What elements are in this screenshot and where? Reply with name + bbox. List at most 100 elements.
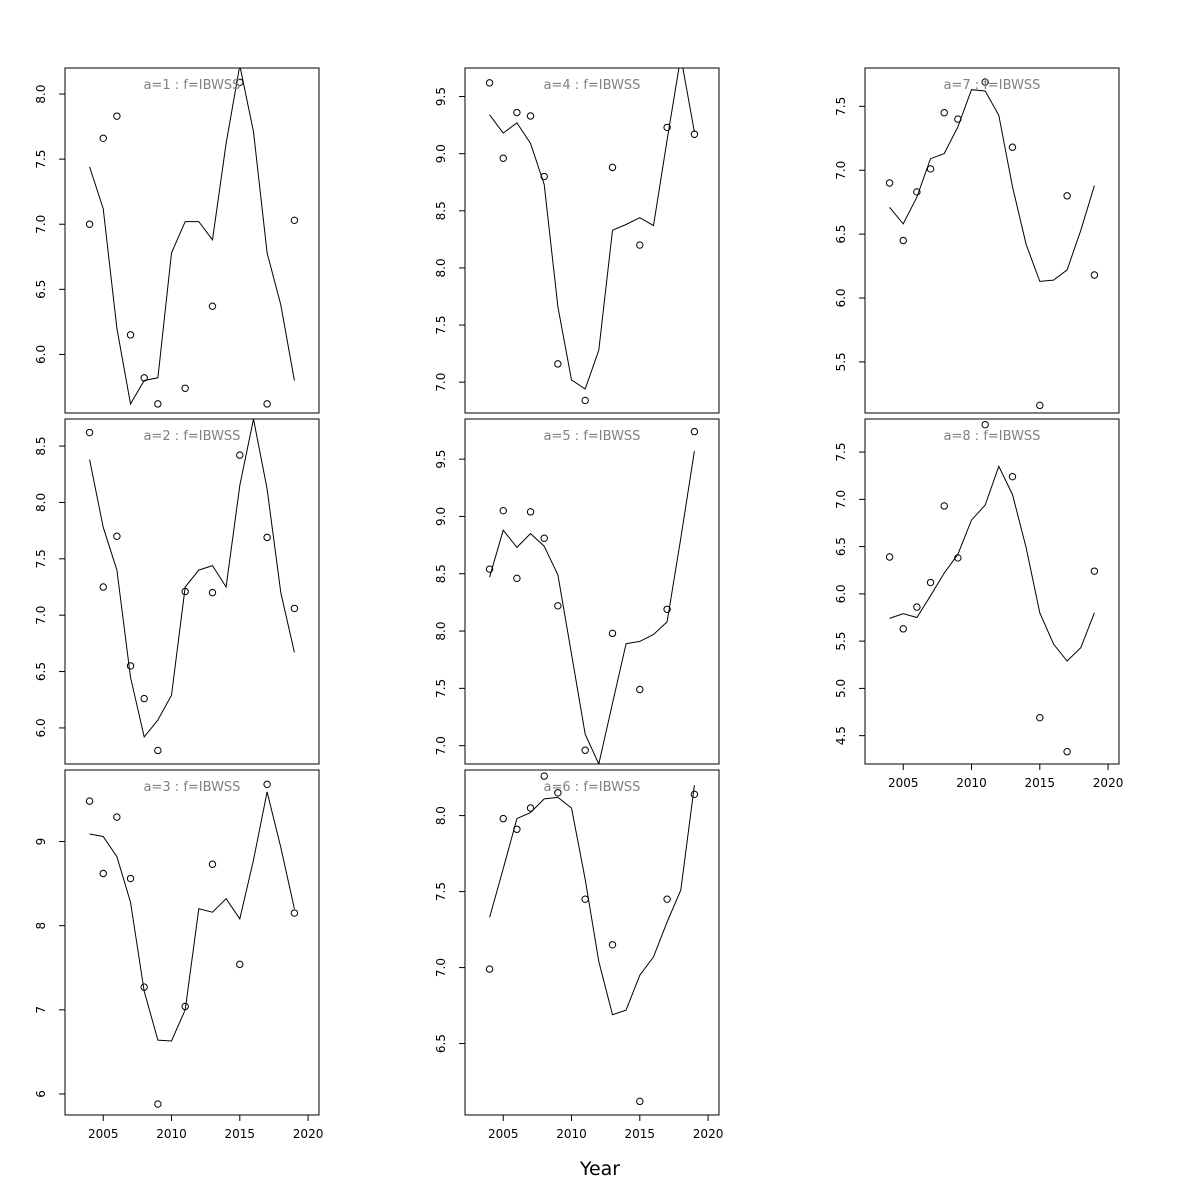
y-tick-label: 9	[34, 838, 48, 846]
observed-point	[899, 625, 907, 633]
observed-point	[140, 694, 148, 703]
x-tick-label: 2010	[956, 776, 987, 790]
plot-area	[485, 772, 699, 1106]
observed-point	[899, 236, 907, 245]
y-tick-label: 6.5	[434, 1034, 448, 1053]
plot-frame	[464, 67, 720, 414]
observed-point	[940, 109, 948, 117]
observed-point	[540, 772, 548, 780]
observed-point	[208, 588, 217, 597]
observed-point	[1090, 271, 1099, 279]
observed-point	[513, 574, 521, 583]
y-tick-label: 8	[34, 922, 48, 930]
y-tick-label: 7.5	[34, 549, 48, 568]
observed-point	[181, 587, 189, 596]
y-tick-label: 9.0	[434, 144, 448, 163]
observed-point	[1008, 472, 1017, 481]
panel-title: a=3 : f=IBWSS	[144, 780, 241, 795]
x-tick-label: 2015	[625, 1127, 656, 1141]
y-tick-label: 6	[34, 1090, 48, 1098]
panel-4: 7.0 7.5 8.0 8.5 9.0 9.5 a=4 : f=IBWSS	[434, 67, 720, 414]
observed-point	[181, 1002, 189, 1011]
panel-7: 5.5 6.0 6.5 7.0 7.5 a=7 : f=IBWSS	[834, 67, 1120, 414]
y-tick-label: 8.5	[434, 201, 448, 220]
fitted-line	[89, 419, 295, 739]
observed-point	[540, 172, 548, 181]
plot-area	[85, 419, 299, 755]
observed-point	[663, 895, 671, 903]
observed-point	[140, 374, 148, 382]
y-tick-label: 5.5	[834, 352, 848, 371]
observed-point	[581, 895, 589, 903]
panel-title: a=1 : f=IBWSS	[144, 78, 241, 93]
fitted-line	[889, 465, 1095, 662]
x-tick-label: 2015	[225, 1127, 256, 1141]
observed-point	[126, 662, 135, 670]
plot-frame	[464, 769, 720, 1116]
y-tick-label: 8.5	[434, 564, 448, 583]
y-tick-label: 7.0	[434, 736, 448, 755]
x-tick-label: 2020	[693, 1127, 724, 1141]
observed-point	[181, 384, 189, 392]
x-tick-label: 2020	[1093, 776, 1124, 790]
observed-point	[499, 506, 507, 515]
observed-point	[263, 533, 271, 542]
x-tick-label: 2010	[156, 1127, 187, 1141]
x-tick-label: 2015	[1025, 776, 1056, 790]
panel-title: a=2 : f=IBWSS	[144, 429, 241, 444]
y-tick-label: 5.5	[834, 632, 848, 651]
fitted-line	[89, 68, 295, 406]
x-tick-label: 2005	[888, 776, 919, 790]
observed-point	[636, 1097, 644, 1106]
panel-5: 7.0 7.5 8.0 8.5 9.0 9.5 a=5 : f=IBWSS	[434, 418, 720, 765]
observed-point	[290, 216, 299, 225]
y-tick-label: 6.0	[34, 718, 48, 737]
observed-point	[85, 797, 94, 805]
observed-point	[1036, 401, 1044, 410]
plot-frame	[64, 67, 320, 414]
y-tick-label: 8.0	[434, 806, 448, 825]
plot-frame	[464, 418, 720, 765]
plot-area	[85, 780, 299, 1108]
plot-area	[85, 68, 299, 408]
y-tick-label: 7.5	[834, 97, 848, 116]
observed-point	[1008, 143, 1017, 151]
observed-point	[113, 112, 121, 120]
observed-point	[526, 804, 535, 812]
observed-point	[263, 400, 271, 408]
observed-point	[663, 605, 671, 613]
observed-point	[554, 360, 562, 368]
observed-point	[1063, 748, 1071, 756]
observed-point	[954, 554, 962, 562]
y-tick-label: 7.0	[834, 161, 848, 180]
y-tick-label: 7.5	[434, 679, 448, 698]
observed-point	[540, 534, 548, 542]
y-tick-label: 7.0	[34, 215, 48, 234]
y-tick-label: 6.0	[834, 584, 848, 603]
observed-point	[913, 603, 921, 611]
observed-point	[526, 112, 535, 120]
y-tick-label: 6.5	[34, 662, 48, 681]
y-tick-label: 8.0	[434, 621, 448, 640]
observed-point	[263, 780, 271, 789]
observed-point	[499, 814, 507, 823]
y-tick-label: 6.0	[834, 288, 848, 307]
y-tick-label: 7.0	[34, 606, 48, 625]
x-tick-label: 2005	[488, 1127, 519, 1141]
panel-title: a=7 : f=IBWSS	[944, 78, 1041, 93]
observed-point	[885, 179, 894, 187]
observed-point	[485, 565, 494, 573]
observed-point	[99, 134, 107, 143]
observed-point	[690, 790, 699, 799]
plot-area	[885, 420, 1099, 756]
observed-point	[885, 553, 894, 561]
y-tick-label: 7.0	[834, 490, 848, 509]
observed-point	[608, 163, 617, 172]
x-tick-label: 2005	[88, 1127, 119, 1141]
observed-point	[99, 583, 107, 591]
panel-1: 6.0 6.5 7.0 7.5 8.0 a=1 : f=IBWSS	[34, 67, 320, 414]
observed-point	[485, 965, 494, 973]
observed-point	[236, 78, 244, 87]
observed-point	[499, 154, 507, 162]
